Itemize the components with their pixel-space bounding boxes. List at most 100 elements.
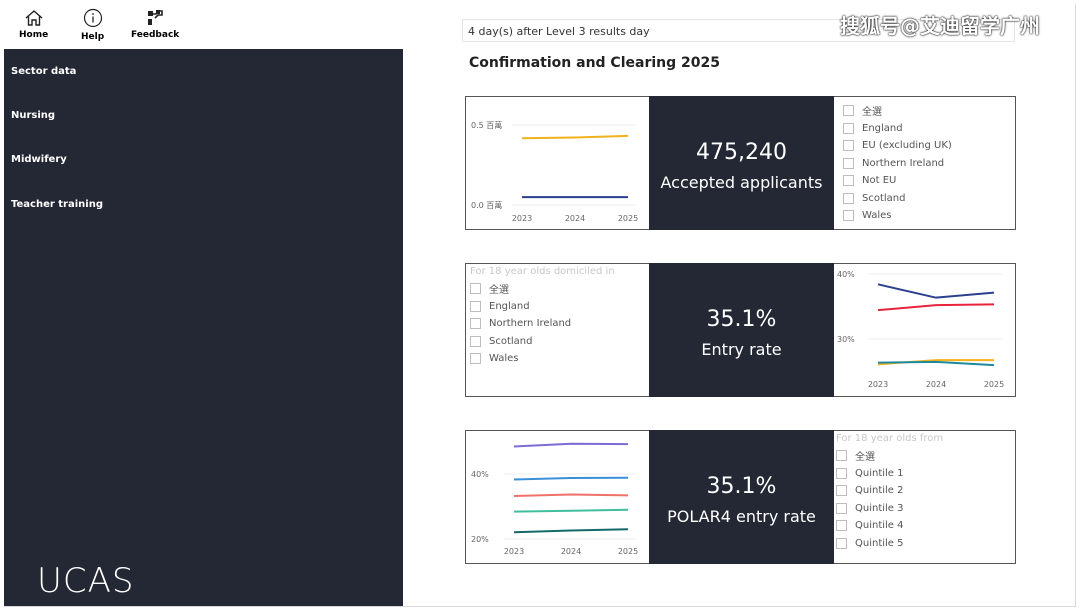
accepted-applicants-chart: 0.5 百萬 0.0 百萬 2023 2024 2025 <box>466 97 649 229</box>
checkbox[interactable] <box>470 335 481 347</box>
x-tick-label: 2025 <box>618 214 638 223</box>
checkbox[interactable] <box>470 353 481 365</box>
kpi-value: 35.1% <box>706 474 777 499</box>
slicer-option[interactable]: Quintile 5 <box>836 535 943 553</box>
slicer-option-label: Scotland <box>862 192 906 204</box>
x-tick-label: 2025 <box>984 380 1004 389</box>
domicile-18-slicer: For 18 year olds domiciled in 全選 England No… <box>470 266 615 368</box>
slicer-option-label: Quintile 3 <box>855 502 904 514</box>
slicer-option-label: England <box>862 122 903 134</box>
y-tick-label: 0.5 百萬 <box>471 120 502 130</box>
frame-right-border <box>1075 4 1076 607</box>
y-tick-label: 0.0 百萬 <box>471 200 502 210</box>
kpi-label: Entry rate <box>701 340 782 359</box>
slicer-option[interactable]: Wales <box>470 350 615 368</box>
series-line <box>513 493 629 497</box>
slicer-option-label: Quintile 5 <box>855 537 904 549</box>
slicer-option-label: 全選 <box>862 107 882 119</box>
checkbox[interactable] <box>843 105 854 117</box>
slicer-option[interactable]: 全選 <box>843 102 952 120</box>
checkbox[interactable] <box>843 157 854 169</box>
series-line <box>513 528 629 534</box>
checkbox[interactable] <box>843 210 854 222</box>
slicer-option-label: Northern Ireland <box>489 318 572 330</box>
slicer-option-label: Quintile 1 <box>855 467 904 479</box>
feedback-button[interactable]: Feedback <box>131 8 179 40</box>
slicer-option-label: England <box>489 300 530 312</box>
home-button[interactable]: Home <box>19 8 48 40</box>
slicer-option-label: 全選 <box>855 452 875 464</box>
slicer-option-label: Quintile 2 <box>855 485 904 497</box>
x-tick-label: 2023 <box>868 380 888 389</box>
entry-rate-kpi: 35.1% Entry rate <box>649 263 834 397</box>
checkbox[interactable] <box>843 175 854 187</box>
y-tick-label: 40% <box>837 270 855 279</box>
help-button[interactable]: Help <box>81 8 104 42</box>
top-nav: Home Help Feedback <box>4 4 403 49</box>
checkbox[interactable] <box>470 300 481 312</box>
slicer-option[interactable]: England <box>470 298 615 316</box>
slicer-option[interactable]: EU (excluding UK) <box>843 137 952 155</box>
slicer-option[interactable]: Quintile 1 <box>836 465 943 483</box>
polar4-kpi: 35.1% POLAR4 entry rate <box>649 430 834 564</box>
line-chart: 40% 30% 2023 2024 2025 <box>837 270 1004 389</box>
series-line <box>877 360 995 367</box>
sidebar-item-sector-data[interactable]: Sector data <box>11 66 77 77</box>
page-title: Confirmation and Clearing 2025 <box>469 55 720 71</box>
sidebar-item-nursing[interactable]: Nursing <box>11 110 56 121</box>
entry-rate-panel: For 18 year olds domiciled in 全選 England No… <box>465 263 1016 397</box>
frame-bottom-border <box>4 606 1076 607</box>
slicer-option-label: 全選 <box>489 285 509 297</box>
slicer-option[interactable]: Not EU <box>843 172 952 190</box>
home-label: Home <box>19 30 49 40</box>
feedback-label: Feedback <box>131 30 180 40</box>
slicer-option-label: Scotland <box>489 335 533 347</box>
series-line <box>513 508 629 513</box>
home-icon <box>25 10 43 26</box>
checkbox[interactable] <box>836 537 847 549</box>
checkbox[interactable] <box>843 140 854 152</box>
x-tick-label: 2023 <box>512 214 532 223</box>
line-chart: 0.5 百萬 0.0 百萬 2023 2024 2025 <box>471 120 638 223</box>
polar4-quintile-slicer: For 18 year olds from 全選 Quintile 1 Quintil… <box>836 433 943 552</box>
y-tick-label: 40% <box>471 470 489 479</box>
checkbox[interactable] <box>470 318 481 330</box>
accepted-applicants-kpi: 475,240 Accepted applicants <box>649 96 834 230</box>
slicer-option[interactable]: Scotland <box>843 190 952 208</box>
checkbox[interactable] <box>843 192 854 204</box>
sidebar-item-teacher-training[interactable]: Teacher training <box>11 199 103 210</box>
checkbox[interactable] <box>836 485 847 497</box>
checkbox[interactable] <box>836 467 847 479</box>
slicer-option[interactable]: Northern Ireland <box>843 155 952 173</box>
slicer-option[interactable]: 全選 <box>470 280 615 298</box>
slicer-option-label: Wales <box>862 210 892 222</box>
accepted-applicants-panel: 0.5 百萬 0.0 百萬 2023 2024 2025 475,240 Accepte… <box>465 96 1016 230</box>
sidebar: Sector data Nursing Midwifery Teacher tr… <box>4 49 403 607</box>
series-line <box>513 476 629 481</box>
slicer-option[interactable]: Scotland <box>470 333 615 351</box>
x-tick-label: 2024 <box>926 380 946 389</box>
x-tick-label: 2024 <box>561 547 581 556</box>
kpi-value: 475,240 <box>696 140 787 165</box>
slicer-option[interactable]: Wales <box>843 207 952 225</box>
sidebar-item-midwifery[interactable]: Midwifery <box>11 154 67 165</box>
checkbox[interactable] <box>836 450 847 462</box>
slicer-option-label: Wales <box>489 353 519 365</box>
slicer-option[interactable]: Quintile 2 <box>836 482 943 500</box>
checkbox[interactable] <box>470 283 481 295</box>
slicer-option[interactable]: Quintile 3 <box>836 500 943 518</box>
checkbox[interactable] <box>843 122 854 134</box>
watermark: 搜狐号@艾迪留学广州 <box>840 14 1040 38</box>
kpi-value: 35.1% <box>706 307 777 332</box>
slicer-option[interactable]: Quintile 4 <box>836 517 943 535</box>
line-chart: 40% 20% 2023 2024 2025 <box>471 442 638 556</box>
feedback-icon <box>148 10 163 25</box>
series-line <box>521 134 629 140</box>
checkbox[interactable] <box>836 520 847 532</box>
entry-rate-chart: 40% 30% 2023 2024 2025 <box>834 264 1017 396</box>
slicer-option[interactable]: England <box>843 120 952 138</box>
checkbox[interactable] <box>836 502 847 514</box>
series-line <box>513 442 629 448</box>
slicer-option[interactable]: Northern Ireland <box>470 315 615 333</box>
slicer-option[interactable]: 全選 <box>836 447 943 465</box>
